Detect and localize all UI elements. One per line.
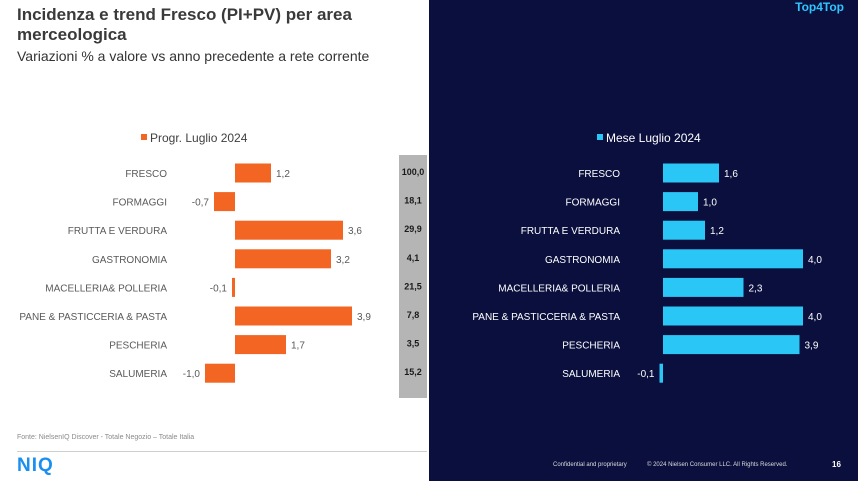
- category-label: MACELLERIA& POLLERIA: [45, 283, 167, 294]
- bar: [235, 220, 343, 240]
- category-label: FRUTTA E VERDURA: [68, 226, 168, 237]
- category-label: PESCHERIA: [562, 341, 620, 352]
- bar: [659, 363, 663, 383]
- weight-label: 3,5: [407, 339, 420, 349]
- weight-label: 7,8: [407, 310, 420, 320]
- bar: [232, 277, 235, 297]
- bar: [663, 220, 705, 240]
- bar: [663, 335, 800, 355]
- weights-column-background: [399, 155, 427, 398]
- footer-divider: [17, 451, 427, 452]
- right-panel-background: [429, 0, 858, 481]
- bar: [214, 192, 235, 212]
- weight-label: 15,2: [404, 367, 422, 377]
- category-label: FRUTTA E VERDURA: [521, 226, 621, 237]
- data-label: 2,3: [749, 283, 763, 294]
- category-label: GASTRONOMIA: [92, 255, 167, 266]
- category-label: PANE & PASTICCERIA & PASTA: [19, 312, 167, 323]
- data-label: 3,9: [357, 312, 371, 323]
- category-label: PESCHERIA: [109, 341, 167, 352]
- category-label: MACELLERIA& POLLERIA: [498, 283, 620, 294]
- legend-label: Mese Luglio 2024: [606, 131, 701, 145]
- page-number: 16: [832, 460, 841, 469]
- category-label: FORMAGGI: [113, 198, 167, 209]
- bar: [663, 192, 698, 212]
- data-label: 1,0: [703, 198, 717, 209]
- data-label: 1,2: [276, 169, 290, 180]
- weight-label: 18,1: [404, 196, 422, 206]
- data-label: -0,1: [210, 283, 228, 294]
- data-label: -0,7: [192, 198, 210, 209]
- category-label: PANE & PASTICCERIA & PASTA: [472, 312, 620, 323]
- data-label: 4,0: [808, 255, 822, 266]
- bar: [235, 163, 271, 183]
- copyright-note: © 2024 Nielsen Consumer LLC. All Rights …: [647, 462, 788, 468]
- bar: [663, 249, 803, 269]
- legend-label: Progr. Luglio 2024: [150, 131, 248, 145]
- source-note: Fonte: NielsenIQ Discover - Totale Negoz…: [17, 434, 195, 441]
- data-label: 3,6: [348, 226, 362, 237]
- weight-label: 21,5: [404, 281, 422, 291]
- bar: [663, 163, 719, 183]
- bar: [235, 306, 352, 326]
- page-subtitle: Variazioni % a valore vs anno precedente…: [17, 48, 370, 64]
- bar: [205, 363, 235, 383]
- category-label: FRESCO: [125, 169, 167, 180]
- data-label: 1,7: [291, 341, 305, 352]
- confidential-note: Confidential and proprietary: [553, 462, 627, 468]
- bar: [663, 277, 744, 297]
- data-label: 3,9: [805, 341, 819, 352]
- data-label: 1,6: [724, 169, 738, 180]
- niq-logo: NIQ: [17, 455, 54, 476]
- data-label: -0,1: [637, 369, 655, 380]
- bar: [235, 335, 286, 355]
- brand-tag: Top4Top: [795, 0, 844, 14]
- data-label: 4,0: [808, 312, 822, 323]
- weight-label: 100,0: [402, 167, 425, 177]
- page-title: Incidenza e trend Fresco (PI+PV) per are…: [17, 5, 352, 44]
- bar: [663, 306, 803, 326]
- category-label: GASTRONOMIA: [545, 255, 620, 266]
- weight-label: 4,1: [407, 253, 420, 263]
- category-label: SALUMERIA: [562, 369, 620, 380]
- data-label: -1,0: [183, 369, 201, 380]
- category-label: FORMAGGI: [566, 198, 620, 209]
- data-label: 3,2: [336, 255, 350, 266]
- category-label: FRESCO: [578, 169, 620, 180]
- category-label: SALUMERIA: [109, 369, 167, 380]
- bar: [235, 249, 331, 269]
- legend-swatch: [597, 134, 603, 140]
- data-label: 1,2: [710, 226, 724, 237]
- weight-label: 29,9: [404, 224, 422, 234]
- legend-swatch: [141, 134, 147, 140]
